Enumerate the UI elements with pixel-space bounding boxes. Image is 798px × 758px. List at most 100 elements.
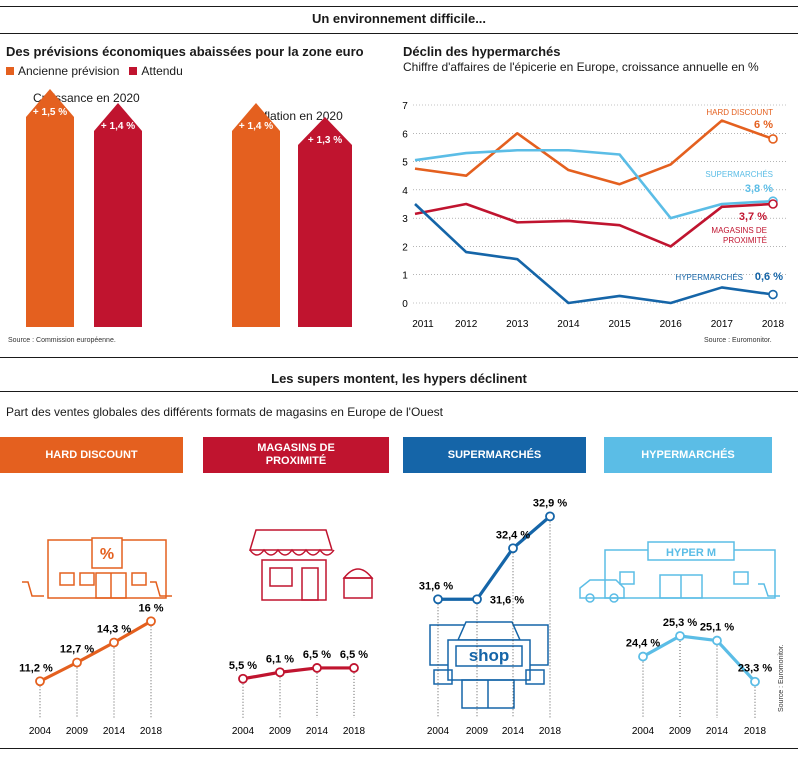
bar-chart-title-inflation: Inflation en 2020 [254,109,343,123]
year-label-6-3: 2018 [744,726,767,737]
line-chart: 0 1 2 3 4 5 6 7 2011 2012 2013 2014 2015 2016 2017 2018… [402,101,787,330]
banner-hard-discount: HARD DISCOUNT [0,437,183,473]
small-point-6-2 [712,635,722,646]
small-label-5-0: 31,6 % [419,580,453,592]
small-line-6 [642,634,757,683]
series-end-label-0: 6 % [754,119,773,131]
xtick-2018: 2018 [762,319,785,330]
year-label-5-1: 2009 [466,726,489,737]
legend-swatch-expected [129,67,138,75]
banner-hypermarches: HYPERMARCHÉS [604,437,772,473]
small-line-3 [39,619,152,683]
bar-label-1-0: + 1,4 % [239,121,273,132]
section-rule-2 [0,391,798,392]
right-panel-title: Déclin des hypermarchés [403,44,561,59]
bar-label-0-0: + 1,5 % [33,107,67,118]
legend-swatch-old [6,67,14,75]
series-name-2-a: MAGASINS DE [711,226,767,235]
small-label-6-2: 25,1 % [700,622,734,634]
bar-1-0 [232,103,280,327]
bottom-rule [0,748,798,749]
banner-proximite: MAGASINS DE PROXIMITÉ [203,437,389,473]
series-name-3: HYPERMARCHÉS [675,273,743,282]
xtick-2016: 2016 [660,319,683,330]
series-line-1 [414,148,774,220]
small-label-3-2: 14,3 % [97,624,131,636]
section2-source: Source : Euromonitor. [778,644,785,712]
year-label-3-3: 2018 [140,726,163,737]
right-source: Source : Euromonitor. [704,337,772,344]
series-end-label-3: 0,6 % [755,271,783,283]
legend-label-old: Ancienne prévision [18,64,120,78]
bar-1-1 [298,117,352,327]
bar-0-1 [94,103,142,327]
xtick-2015: 2015 [608,319,631,330]
ytick-4: 4 [402,186,408,197]
small-label-6-1: 25,3 % [663,617,697,629]
small-point-3-1 [72,657,82,668]
section-rule-1 [0,357,798,358]
ytick-1: 1 [402,271,408,282]
small-label-5-3: 32,9 % [533,497,567,509]
discount-store-icon [22,537,172,599]
small-point-5-0 [433,594,443,605]
small-point-4-1 [275,667,285,678]
small-label-5-1: 31,6 % [490,594,524,606]
hyper-sign: HYPER M [666,547,716,559]
store-illustrations: % shop HYPER M [22,529,780,709]
ytick-6: 6 [402,129,408,140]
xtick-2012: 2012 [455,319,478,330]
small-line-5 [438,515,552,601]
ytick-2: 2 [402,242,408,253]
small-point-5-3 [545,511,555,522]
year-label-5-0: 2004 [427,726,450,737]
small-label-4-2: 6,5 % [303,649,331,661]
small-point-3-2 [109,637,119,648]
series-end-label-1: 3,8 % [745,183,773,195]
legend: Ancienne prévision Attendu [6,64,183,78]
bar-label-1-1: + 1,3 % [308,135,342,146]
year-label-6-2: 2014 [706,726,729,737]
left-panel-title: Des prévisions économiques abaissées pou… [6,44,364,59]
small-point-6-1 [675,631,685,641]
xtick-2014: 2014 [557,319,580,330]
supermarket-store-icon [429,621,549,709]
shop-sign: shop [469,646,510,665]
small-label-4-1: 6,1 % [266,653,294,665]
series-end-point-3 [768,289,778,300]
header-rule [0,33,798,34]
xtick-2011: 2011 [412,319,434,330]
small-point-3-0 [35,676,45,687]
right-panel-subtitle: Chiffre d'affaires de l'épicerie en Euro… [403,60,759,74]
year-label-3-1: 2009 [66,726,89,737]
year-label-3-0: 2004 [29,726,52,737]
series-line-3 [414,203,774,305]
small-point-5-1 [472,594,482,605]
small-point-4-0 [238,673,248,684]
section2-title: Les supers montent, les hypers déclinent [271,371,527,386]
small-point-5-2 [508,543,518,554]
series-end-point-2 [768,199,778,209]
year-label-5-2: 2014 [502,726,525,737]
small-label-3-0: 11,2 % [19,662,53,674]
small-line-4 [242,666,354,681]
year-label-4-3: 2018 [343,726,366,737]
small-point-4-2 [312,663,322,673]
year-label-6-1: 2009 [669,726,692,737]
series-end-point-0 [768,134,778,144]
series-line-2 [414,202,774,248]
hyper-store-icon [579,541,780,603]
bar-0-0 [26,89,74,327]
small-label-5-2: 32,4 % [496,529,530,541]
year-label-6-0: 2004 [632,726,655,737]
small-label-3-1: 12,7 % [60,644,94,656]
proximite-store-icon [248,529,374,601]
year-label-4-0: 2004 [232,726,255,737]
bar-label-0-1: + 1,4 % [101,121,135,132]
legend-label-expected: Attendu [141,64,183,78]
year-label-4-1: 2009 [269,726,292,737]
banner-supermarches: SUPERMARCHÉS [403,437,586,473]
discount-sign: % [100,546,114,563]
small-label-3-3: 16 % [138,602,163,614]
top-rule [0,6,798,7]
